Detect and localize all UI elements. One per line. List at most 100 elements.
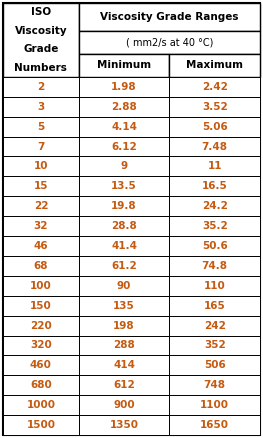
Text: 50.6: 50.6 [202, 241, 227, 251]
Text: Numbers: Numbers [14, 63, 67, 73]
Text: 15: 15 [34, 181, 48, 191]
Text: ISO: ISO [31, 7, 51, 17]
Bar [79, 54, 169, 77]
Bar [169, 216, 260, 236]
Text: 3: 3 [37, 102, 44, 112]
Text: 414: 414 [113, 360, 135, 371]
Bar [169, 117, 260, 137]
Bar [169, 54, 260, 77]
Text: 150: 150 [30, 300, 52, 311]
Bar [169, 196, 260, 216]
Text: 28.8: 28.8 [111, 221, 137, 231]
Text: ( mm2/s at 40 °C): ( mm2/s at 40 °C) [126, 38, 213, 48]
Text: 1500: 1500 [26, 420, 55, 430]
Bar [3, 395, 79, 415]
Bar [3, 316, 79, 336]
Text: 4.14: 4.14 [111, 122, 137, 131]
Bar [79, 236, 169, 256]
Bar [3, 3, 79, 77]
Text: Maximum: Maximum [186, 60, 243, 71]
Bar [3, 236, 79, 256]
Text: 242: 242 [204, 321, 226, 331]
Bar [169, 177, 260, 196]
Text: 1100: 1100 [200, 400, 229, 410]
Text: 68: 68 [34, 261, 48, 271]
Bar [169, 236, 260, 256]
Text: Minimum: Minimum [97, 60, 151, 71]
Text: 460: 460 [30, 360, 52, 371]
Bar [79, 296, 169, 316]
Text: 1350: 1350 [110, 420, 139, 430]
Bar [169, 415, 260, 435]
Text: 74.8: 74.8 [202, 261, 228, 271]
Bar [169, 336, 260, 355]
Bar [79, 256, 169, 276]
Text: 10: 10 [34, 162, 48, 171]
Text: 41.4: 41.4 [111, 241, 137, 251]
Text: 3.52: 3.52 [202, 102, 227, 112]
Text: 110: 110 [204, 281, 226, 291]
Bar [79, 137, 169, 156]
Text: Grade: Grade [23, 44, 59, 54]
Bar [79, 97, 169, 117]
Bar [169, 276, 260, 296]
Bar [79, 395, 169, 415]
Bar [169, 355, 260, 375]
Text: 680: 680 [30, 380, 52, 390]
Bar [3, 117, 79, 137]
Text: 7: 7 [37, 141, 45, 152]
Text: 35.2: 35.2 [202, 221, 227, 231]
Text: 9: 9 [120, 162, 128, 171]
Bar [169, 256, 260, 276]
Bar [3, 355, 79, 375]
Text: 506: 506 [204, 360, 226, 371]
Text: 2.42: 2.42 [202, 82, 228, 92]
Text: 320: 320 [30, 340, 52, 350]
Text: 24.2: 24.2 [202, 201, 228, 211]
Text: 288: 288 [113, 340, 135, 350]
Bar [169, 296, 260, 316]
Text: 61.2: 61.2 [111, 261, 137, 271]
Text: 11: 11 [208, 162, 222, 171]
Bar [79, 355, 169, 375]
Bar [79, 415, 169, 435]
Text: 612: 612 [113, 380, 135, 390]
Text: Viscosity Grade Ranges: Viscosity Grade Ranges [100, 12, 239, 22]
Bar [79, 276, 169, 296]
Bar [169, 375, 260, 395]
Bar [3, 196, 79, 216]
Text: 22: 22 [34, 201, 48, 211]
Bar [3, 375, 79, 395]
Bar [3, 336, 79, 355]
Bar [3, 77, 79, 97]
Bar [79, 177, 169, 196]
Text: 19.8: 19.8 [111, 201, 137, 211]
Bar [79, 77, 169, 97]
Bar [3, 137, 79, 156]
Bar [3, 97, 79, 117]
Bar [169, 316, 260, 336]
Bar [169, 97, 260, 117]
Bar [3, 156, 79, 177]
Bar [3, 216, 79, 236]
Bar [79, 196, 169, 216]
Text: 1.98: 1.98 [111, 82, 137, 92]
Text: 32: 32 [34, 221, 48, 231]
Text: 6.12: 6.12 [111, 141, 137, 152]
Bar [79, 216, 169, 236]
Text: 165: 165 [204, 300, 226, 311]
Text: 5: 5 [37, 122, 44, 131]
Text: 90: 90 [117, 281, 131, 291]
Text: 46: 46 [34, 241, 48, 251]
Bar [3, 256, 79, 276]
Text: 220: 220 [30, 321, 52, 331]
Bar [79, 31, 260, 54]
Text: 5.06: 5.06 [202, 122, 227, 131]
Text: 900: 900 [113, 400, 135, 410]
Bar [79, 117, 169, 137]
Text: 7.48: 7.48 [202, 141, 228, 152]
Text: 16.5: 16.5 [202, 181, 227, 191]
Bar [79, 3, 260, 31]
Bar [169, 137, 260, 156]
Bar [79, 336, 169, 355]
